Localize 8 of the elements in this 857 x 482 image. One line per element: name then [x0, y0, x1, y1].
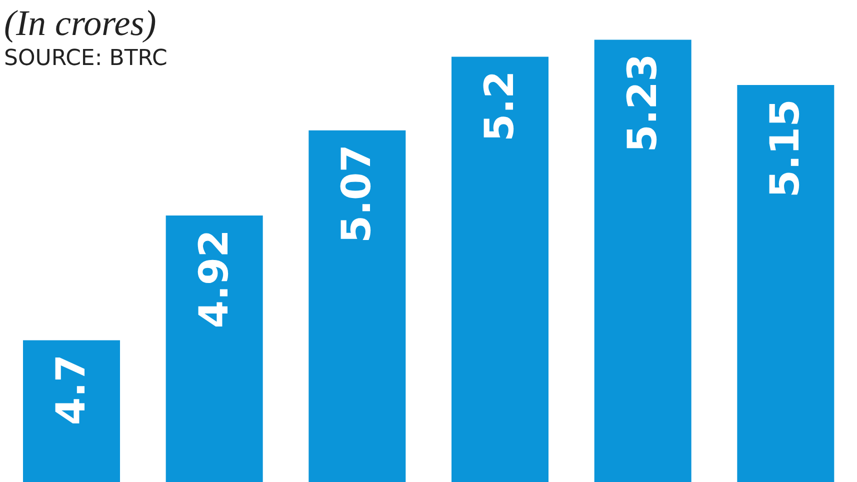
data-label: 5.07 [334, 144, 380, 244]
chart-title: (In crores) [4, 2, 156, 44]
data-label: 4.92 [191, 229, 238, 328]
data-label: 4.7 [48, 354, 94, 426]
data-label: 5.2 [477, 70, 523, 142]
data-label: 5.23 [620, 54, 666, 152]
data-label: 5.15 [762, 99, 809, 198]
annotation: SOURCE: BTRC [4, 46, 168, 71]
